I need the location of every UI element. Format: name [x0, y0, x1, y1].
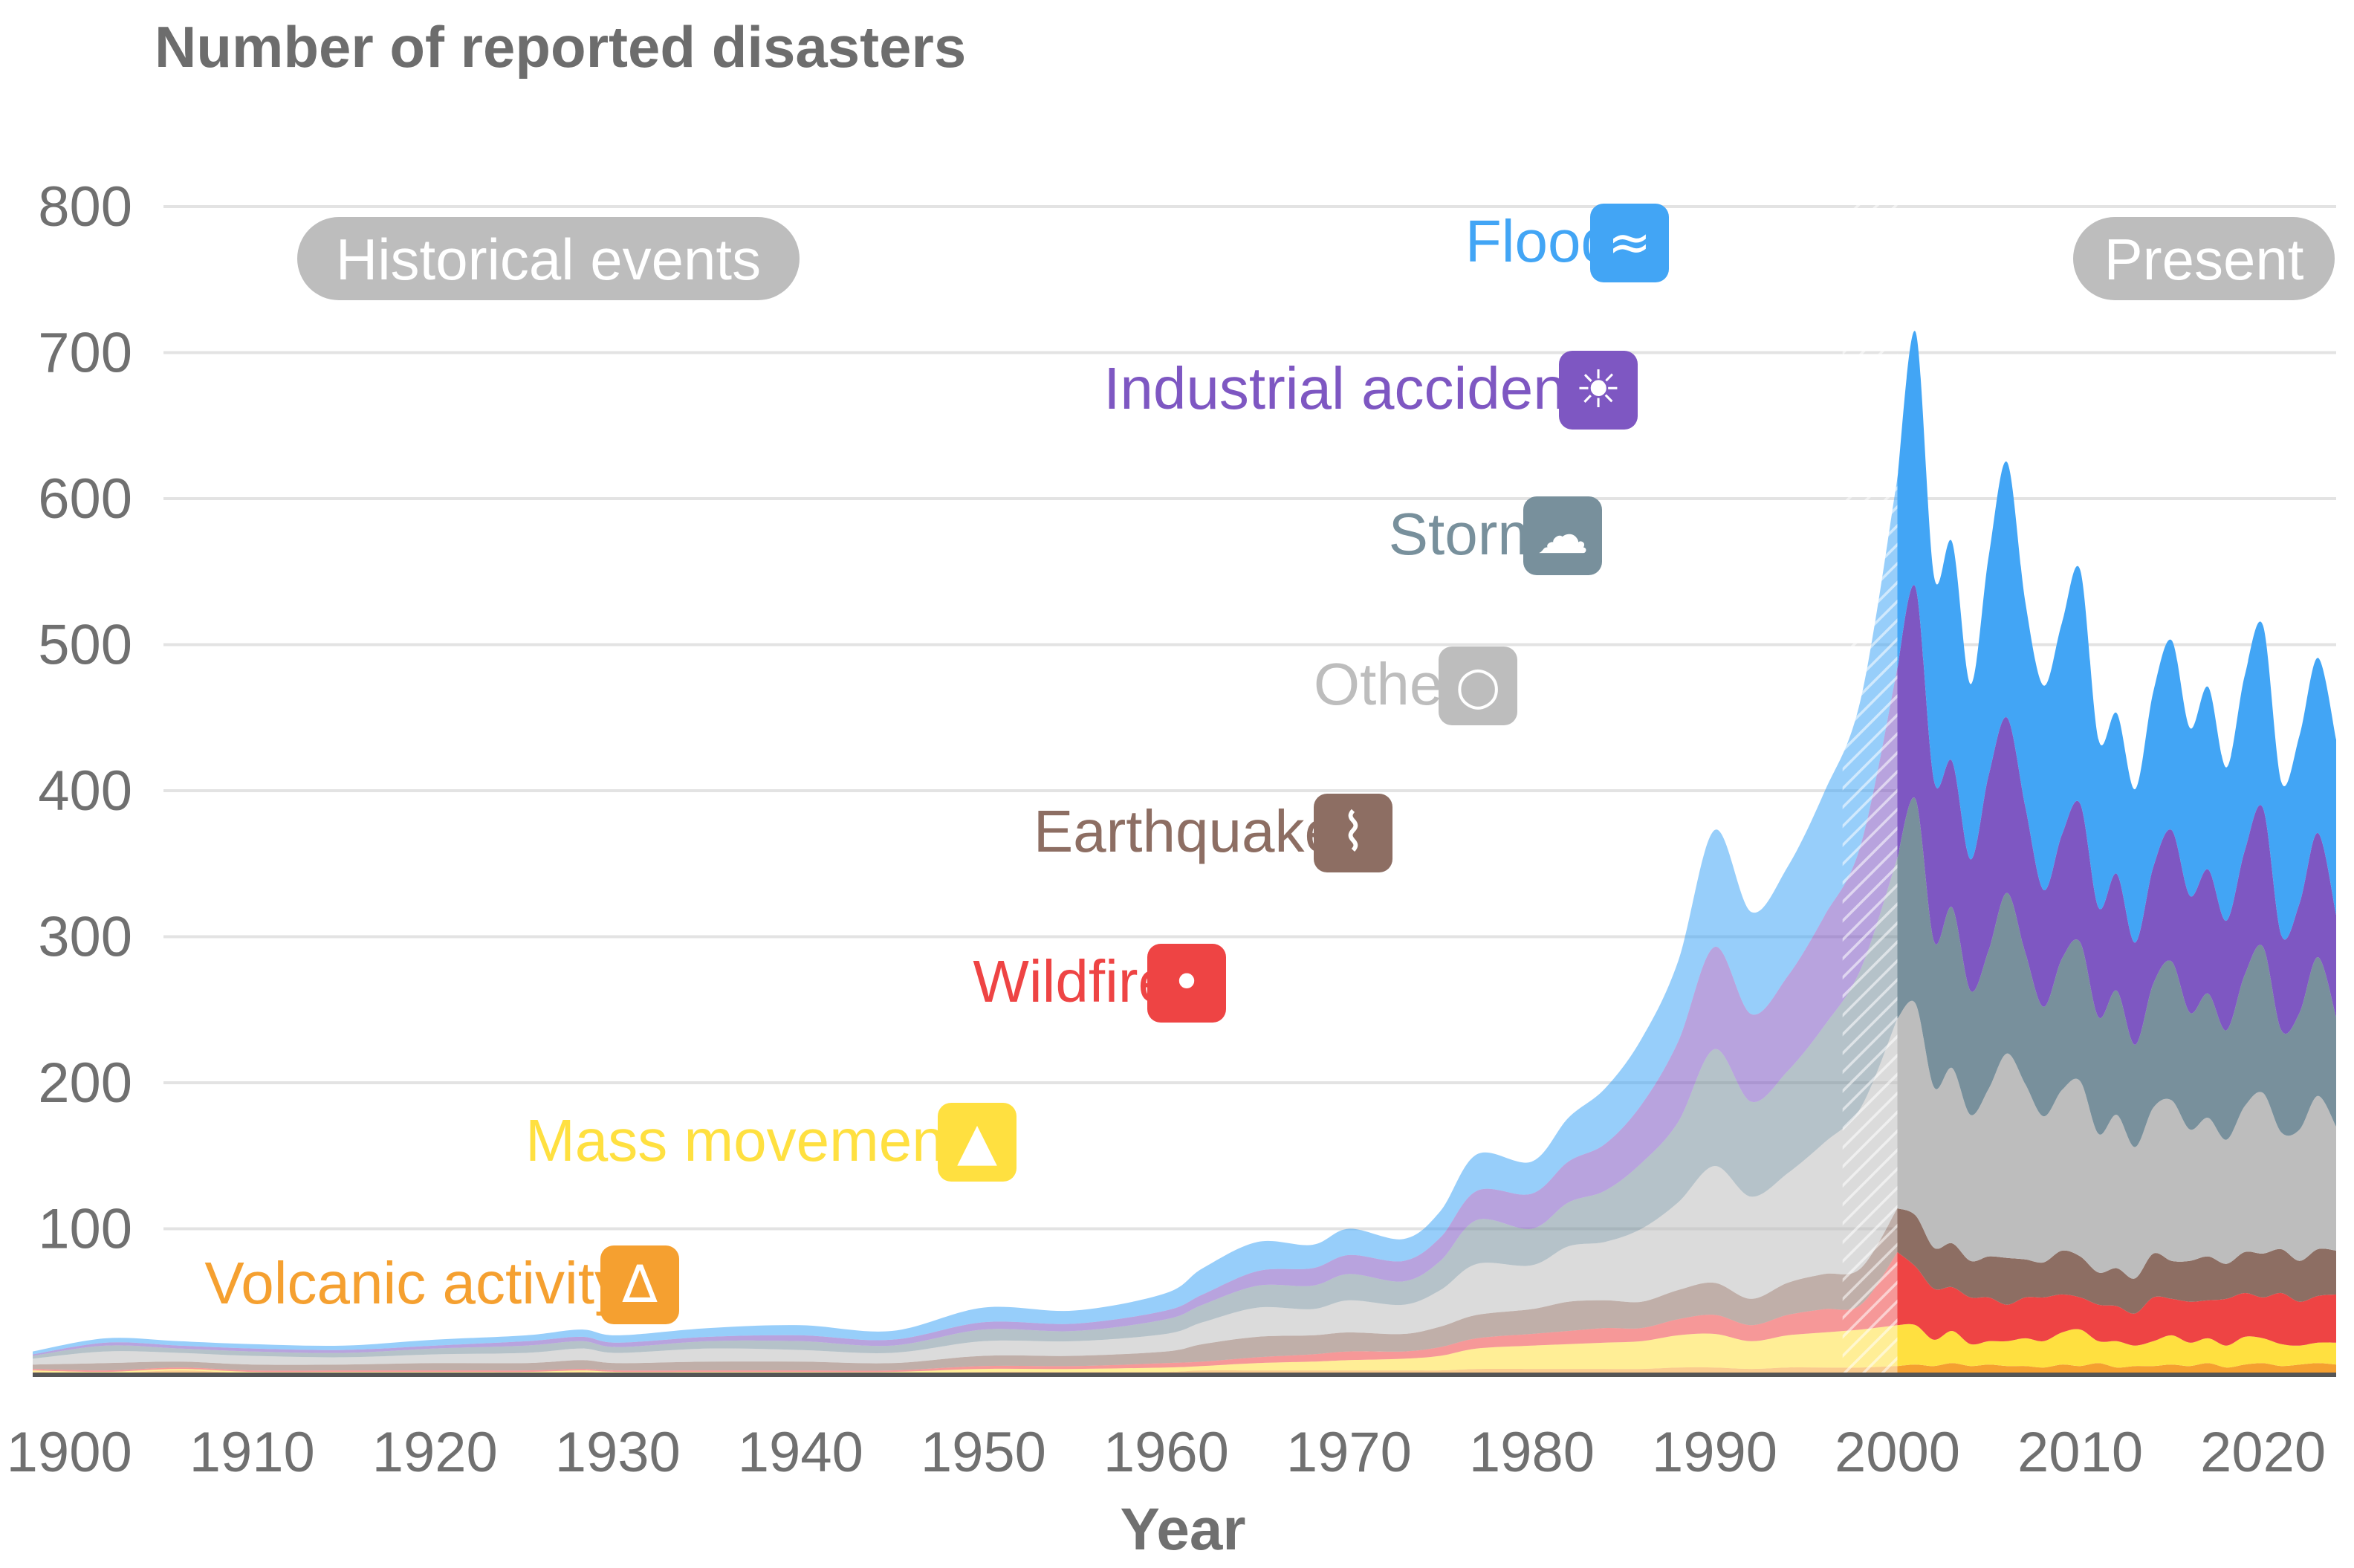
wildfire-badge: [1147, 944, 1226, 1023]
area-present-other: [1897, 1000, 2336, 1279]
series-label-industrial-accident: Industrial accident☀: [1103, 351, 1638, 430]
x-tick-label: 2010: [2017, 1421, 2143, 1484]
x-tick-label: 1910: [189, 1421, 315, 1484]
historical-events-label: Historical events: [336, 227, 761, 292]
present-region: [1897, 331, 2336, 1375]
area-present-industrial-accident: [1897, 585, 2336, 1045]
other-badge: [1439, 647, 1517, 725]
series-label-text: Industrial accident: [1103, 355, 1583, 421]
y-tick-label: 800: [38, 175, 132, 239]
x-axis-title: Year: [1120, 1496, 1245, 1562]
y-tick-label: 600: [38, 467, 132, 531]
series-label-text: Mass movement: [525, 1107, 962, 1173]
x-tick-label: 1920: [372, 1421, 498, 1484]
y-tick-labels: 100 200 300 400 500 600 700 800: [38, 175, 132, 1261]
series-label-other: Other○: [1314, 647, 1517, 725]
area-present-flood: [1897, 331, 2336, 943]
x-tick-labels: 1900 1910 1920 1930 1940 1950 1960 1970 1980 1990…: [7, 1421, 2326, 1484]
series-label-text: Storm: [1389, 501, 1547, 567]
x-tick-label: 1950: [921, 1421, 1046, 1484]
historical-events-pill: Historical events: [297, 217, 800, 300]
wildfire-icon: •: [1171, 952, 1202, 1013]
area-present-volcanic-activity: [1897, 1363, 2336, 1375]
y-tick-label: 500: [38, 613, 132, 676]
volcano-badge: [600, 1245, 679, 1324]
x-tick-label: 1990: [1652, 1421, 1777, 1484]
grid-lines: [163, 204, 2336, 1231]
y-tick-label: 100: [38, 1197, 132, 1260]
area-present-storm: [1897, 797, 2336, 1147]
flood-icon: ≈: [1608, 212, 1652, 273]
industrial-icon: ☀: [1575, 359, 1622, 420]
series-label-text: Volcanic activity: [204, 1250, 624, 1316]
flood-badge: [1590, 204, 1669, 282]
y-tick-label: 700: [38, 321, 132, 384]
x-tick-label: 2020: [2200, 1421, 2326, 1484]
area-historical-mass-movement: [33, 1325, 1898, 1374]
present-pill: Present: [2073, 217, 2335, 300]
other-icon: ○: [1455, 655, 1500, 716]
storm-icon: ☁: [1537, 505, 1589, 566]
landslide-badge: [938, 1103, 1016, 1182]
landslide-icon: ▲: [957, 1111, 997, 1172]
y-tick-label: 300: [38, 905, 132, 968]
x-tick-label: 1960: [1103, 1421, 1229, 1484]
area-present-wildfire: [1897, 1251, 2336, 1346]
x-tick-label: 1930: [555, 1421, 681, 1484]
series-label-flood: Flood≈: [1465, 204, 1669, 282]
transition-hatch-band: [1842, 45, 1898, 1375]
series-labels: Flood≈ Industrial accident☀ Storm☁ Other○ Ea…: [204, 204, 1669, 1324]
earthquake-badge: [1314, 794, 1392, 872]
series-label-text: Flood: [1465, 208, 1614, 274]
historical-region: [33, 478, 1898, 1375]
y-tick-label: 400: [38, 759, 132, 823]
series-label-earthquake: Earthquake ⌇: [1034, 794, 1392, 872]
x-tick-label: 1970: [1286, 1421, 1412, 1484]
y-axis-title: Number of reported disasters: [155, 14, 966, 80]
series-label-text: Other: [1314, 651, 1462, 717]
series-label-wildfire: Wildfire •: [973, 944, 1226, 1023]
series-label-mass-movement: Mass movement▲: [525, 1103, 1016, 1182]
series-label-volcanic-activity: Volcanic activity∆: [204, 1245, 679, 1324]
present-label: Present: [2104, 227, 2304, 292]
area-historical-earthquake: [33, 1208, 1898, 1371]
y-tick-label: 200: [38, 1052, 132, 1115]
x-tick-label: 2000: [1835, 1421, 1960, 1484]
series-label-text: Earthquake: [1034, 798, 1338, 864]
x-tick-label: 1980: [1469, 1421, 1595, 1484]
series-label-text: Wildfire: [973, 948, 1171, 1014]
area-present-mass-movement: [1897, 1324, 2336, 1368]
x-tick-label: 1900: [7, 1421, 132, 1484]
series-label-storm: Storm☁: [1389, 496, 1602, 575]
industrial-badge: [1559, 351, 1638, 430]
volcano-icon: ∆: [622, 1254, 658, 1315]
earthquake-icon: ⌇: [1340, 802, 1366, 863]
area-present-earthquake: [1897, 1208, 2336, 1314]
x-tick-label: 1940: [738, 1421, 863, 1484]
storm-badge: [1523, 496, 1602, 575]
